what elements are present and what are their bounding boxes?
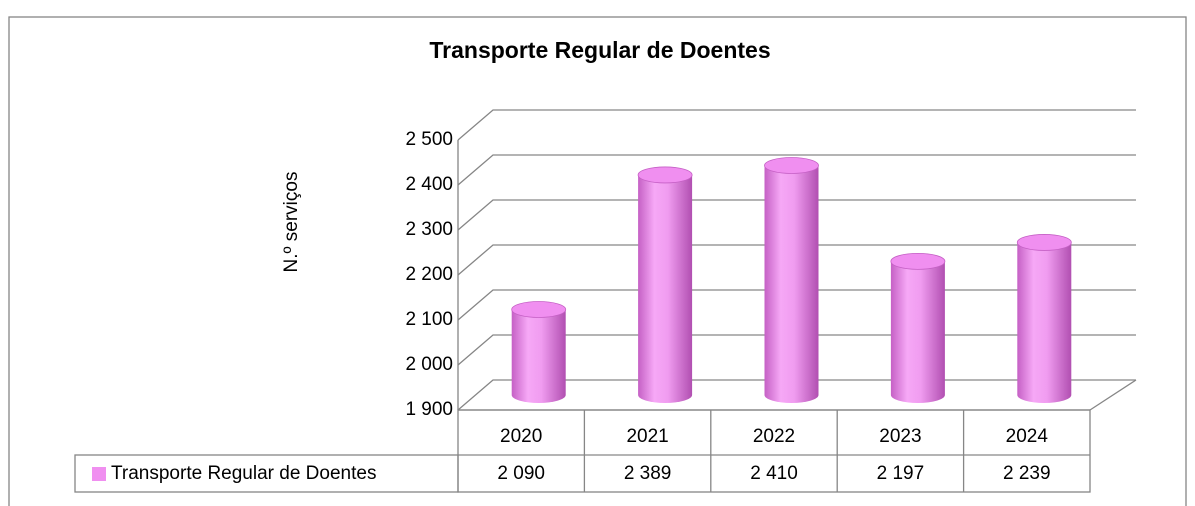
data-label: 2 239 [1003,463,1051,484]
y-tick-label: 2 300 [405,219,453,240]
chart-border [8,16,1187,506]
bar-top [637,166,693,184]
bar [1017,242,1072,403]
y-tick-label: 2 400 [405,174,453,195]
data-label: 2 389 [624,463,672,484]
legend-key [92,467,106,481]
grid-line [457,244,1136,276]
x-tick-label: 2024 [1006,426,1049,447]
chart-title: Transporte Regular de Doentes [429,37,770,63]
bar [890,261,945,403]
table-cell [74,454,459,493]
bar-top [511,301,567,318]
data-label: 2 090 [497,463,545,484]
y-tick-label: 2 500 [405,129,453,150]
bar [764,165,819,403]
y-axis-title: N.º serviços [281,172,302,273]
x-tick-label: 2022 [753,426,795,447]
bar-top [890,252,946,270]
x-tick-label: 2020 [500,426,542,447]
grid-line [457,154,1136,186]
y-tick-label: 2 100 [405,309,453,330]
bar [638,174,693,403]
bar-top [764,157,819,174]
legend-label: Transporte Regular de Doentes [111,463,376,484]
data-label: 2 410 [750,463,798,484]
grid-line [457,109,1136,141]
bar-top [1016,234,1072,251]
x-tick-label: 2023 [879,426,921,447]
grid-line [457,199,1136,231]
y-tick-label: 1 900 [405,399,453,420]
x-tick-label: 2021 [626,426,668,447]
bar [511,309,566,403]
floor-edge [1089,379,1137,411]
data-label: 2 197 [877,463,925,484]
y-tick-label: 2 000 [405,354,453,375]
table-cell [457,409,1091,493]
y-tick-label: 2 200 [405,264,453,285]
